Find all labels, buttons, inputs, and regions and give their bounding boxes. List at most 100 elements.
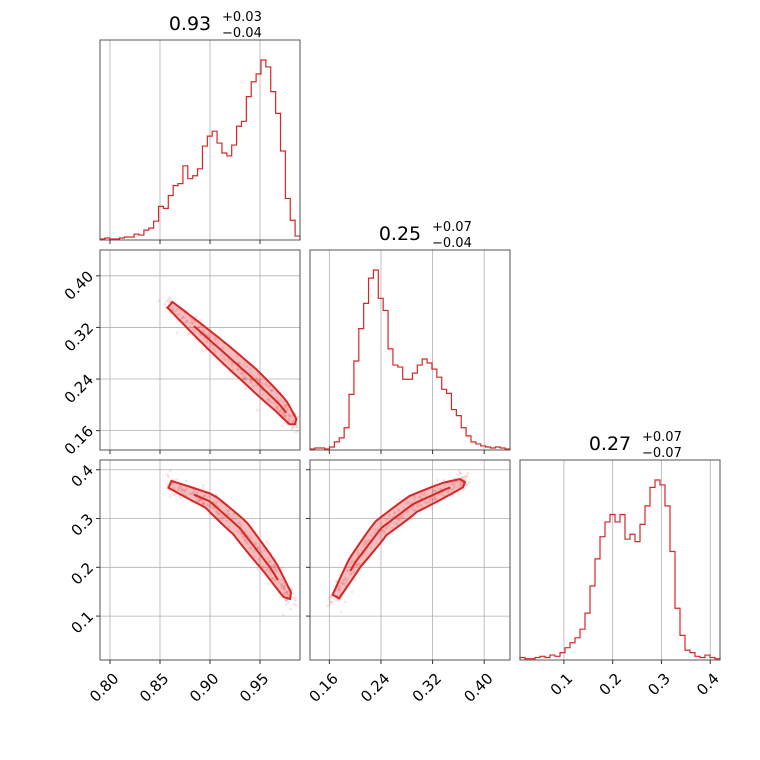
- scatter-point: [239, 524, 243, 527]
- scatter-point: [257, 557, 261, 561]
- scatter-point: [171, 309, 175, 313]
- title-minus-2: −0.07: [642, 446, 682, 461]
- scatter-point: [171, 483, 174, 486]
- scatter-point: [406, 510, 410, 513]
- scatter-point: [280, 586, 284, 590]
- scatter-point: [281, 411, 285, 415]
- scatter-point: [273, 565, 276, 569]
- scatter-point: [431, 489, 435, 493]
- scatter-point: [272, 401, 276, 404]
- scatter-point: [341, 579, 345, 583]
- scatter-point: [280, 578, 284, 582]
- scatter-point: [267, 582, 271, 585]
- scatter-point: [177, 485, 181, 489]
- scatter-point: [284, 590, 288, 594]
- scatter-point: [422, 493, 426, 497]
- scatter-point: [177, 487, 180, 491]
- scatter-point: [193, 330, 197, 334]
- contour-inner: [193, 325, 287, 414]
- scatter-point: [340, 581, 344, 585]
- contour-outer: [331, 478, 466, 600]
- scatter-point: [215, 510, 219, 513]
- scatter-point: [423, 500, 427, 504]
- scatter-point: [291, 592, 295, 596]
- scatter-point: [400, 515, 403, 519]
- scatter-point: [257, 373, 260, 376]
- scatter-point: [206, 503, 210, 507]
- scatter-point: [268, 560, 272, 564]
- scatter-point: [256, 567, 260, 571]
- scatter-point: [326, 604, 330, 608]
- scatter-point: [177, 494, 181, 498]
- scatter-point: [268, 573, 272, 577]
- scatter-point: [285, 591, 289, 594]
- scatter-point: [447, 490, 451, 493]
- scatter-point: [284, 414, 287, 418]
- scatter-point: [259, 549, 263, 553]
- scatter-point: [171, 477, 175, 481]
- x-tick-label: 0.90: [186, 669, 222, 705]
- scatter-point: [431, 498, 435, 501]
- scatter-point: [433, 495, 436, 498]
- scatter-point: [418, 502, 422, 506]
- scatter-point: [272, 563, 276, 567]
- scatter-point: [248, 545, 252, 549]
- scatter-point: [242, 374, 246, 378]
- scatter-point: [427, 500, 431, 504]
- contour-outer: [166, 300, 298, 426]
- scatter-point: [372, 531, 376, 535]
- scatter-point: [464, 474, 468, 478]
- scatter-point: [206, 503, 210, 507]
- scatter-point: [243, 376, 246, 380]
- scatter-point: [412, 495, 416, 498]
- histogram-1: [309, 269, 511, 450]
- scatter-point: [256, 408, 259, 412]
- axes-frame: [99, 249, 301, 451]
- scatter-point: [270, 388, 274, 392]
- scatter-point: [165, 483, 169, 487]
- scatter-point: [220, 346, 224, 350]
- scatter-point: [189, 492, 193, 496]
- panel-0-0: 0.93 +0.03−0.04: [99, 10, 301, 244]
- scatter-point: [415, 503, 419, 507]
- scatter-point: [177, 313, 181, 316]
- scatter-point: [285, 409, 289, 412]
- scatter-point: [358, 562, 362, 566]
- scatter-point: [203, 502, 207, 505]
- scatter-point: [332, 597, 336, 601]
- scatter-point: [214, 502, 218, 506]
- scatter-point: [175, 331, 179, 335]
- scatter-point: [335, 598, 339, 601]
- scatter-point: [243, 538, 247, 542]
- scatter-point: [175, 477, 179, 481]
- scatter-point: [267, 560, 271, 564]
- scatter-point: [167, 475, 170, 479]
- scatter-point: [264, 382, 268, 385]
- scatter-point: [410, 508, 414, 511]
- scatter-point: [225, 509, 229, 513]
- scatter-point: [466, 475, 470, 478]
- x-tick-label: 0.95: [236, 669, 272, 705]
- scatter-point: [362, 552, 366, 556]
- scatter-point: [185, 320, 189, 323]
- scatter-point: [265, 568, 269, 572]
- scatter-point: [239, 372, 243, 376]
- scatter-point: [349, 561, 353, 565]
- contour-inner: [193, 493, 279, 581]
- scatter-point: [366, 540, 370, 544]
- scatter-point: [277, 405, 281, 409]
- scatter-point: [202, 483, 205, 487]
- scatter-point: [401, 516, 404, 520]
- scatter-point: [191, 321, 195, 325]
- scatter-point: [281, 613, 285, 617]
- y-tick-label: 0.16: [61, 422, 97, 458]
- y-tick-label: 0.40: [61, 267, 97, 303]
- scatter-point: [274, 570, 278, 574]
- scatter-point: [171, 492, 175, 496]
- scatter-point: [457, 492, 461, 496]
- x-tick-label: 0.85: [136, 669, 172, 705]
- scatter-point: [230, 515, 234, 519]
- scatter-point: [255, 376, 259, 380]
- scatter-point: [285, 407, 289, 411]
- scatter-point: [336, 588, 340, 592]
